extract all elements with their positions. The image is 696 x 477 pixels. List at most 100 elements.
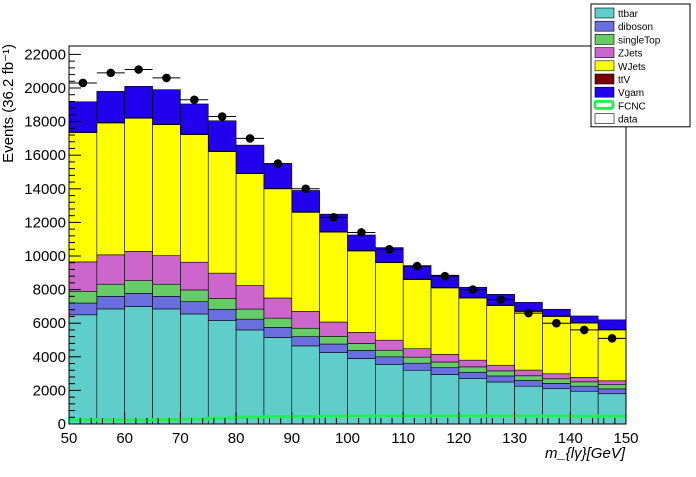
bar-vgam-4 [180,103,209,135]
data-point-18 [579,325,589,335]
bar-singletop-9 [319,336,348,345]
x-tick-label-6: 110 [391,430,415,447]
y-tick-label-10: 20000 [24,80,66,97]
bar-ttbar-18 [569,390,599,425]
legend-swatch-vgam [594,86,615,98]
bar-singletop-0 [68,290,98,304]
bar-ttbar-7 [263,337,293,425]
bar-vgam-3 [152,89,181,125]
data-point-13 [440,271,450,281]
bar-zjets-2 [124,250,153,281]
legend-swatch-ttbar [594,7,615,19]
bar-wjets-12 [402,279,432,350]
bar-diboson-15 [486,375,515,383]
bar-wjets-15 [486,305,515,366]
bar-zjets-3 [152,255,181,285]
legend-swatch-data [594,113,615,124]
bar-diboson-2 [124,292,153,307]
bar-zjets-5 [207,272,237,299]
bar-diboson-6 [235,318,265,331]
x-tick-label-0: 50 [61,430,78,447]
bar-diboson-3 [152,296,181,310]
bar-singletop-4 [180,289,209,302]
bar-diboson-10 [347,350,376,359]
bar-zjets-15 [486,364,515,372]
x-tick-label-7: 120 [446,430,471,447]
bar-wjets-3 [152,124,181,256]
bar-ttbar-4 [180,313,209,425]
bar-diboson-14 [458,371,488,379]
bar-wjets-2 [124,117,153,252]
legend-label-fcnc: FCNC [618,101,646,112]
x-tick-label-1: 60 [116,430,133,447]
bar-diboson-12 [402,362,432,371]
bar-zjets-7 [263,297,293,319]
bar-vgam-1 [96,91,125,123]
y-axis-label: Events (36.2 fb⁻¹) [0,44,17,163]
data-point-14 [468,285,478,294]
bar-diboson-0 [68,302,98,316]
axes: 0 2000 4000 6000 8000 10000 12000 14000 16000 180… [24,45,639,447]
bar-singletop-7 [263,317,293,328]
legend-label-vgam: Vgam [618,88,644,99]
bar-zjets-18 [569,377,599,383]
legend-label-data: data [618,115,638,126]
x-tick-label-3: 80 [228,430,245,447]
bar-singletop-14 [458,366,488,373]
bar-vgam-19 [597,319,627,330]
bar-ttbar-0 [68,314,98,425]
data-point-17 [552,318,561,328]
data-point-3 [162,73,171,83]
plot-area [68,65,627,425]
bar-wjets-1 [96,122,125,256]
legend-label-zjets: ZJets [618,49,642,60]
legend-swatch-ttv [594,73,615,85]
bar-ttbar-15 [486,381,515,425]
bar-zjets-10 [347,332,376,344]
data-point-9 [329,213,338,222]
bar-zjets-12 [402,348,432,358]
bar-ttbar-2 [124,306,153,425]
legend-label-diboson: diboson [618,22,653,33]
data-point-0 [78,78,88,88]
y-tick-label-2: 4000 [33,349,66,366]
y-tick-label-0: 0 [58,416,66,433]
data-point-10 [357,228,366,237]
bar-zjets-17 [542,373,571,380]
bar-vgam-18 [569,315,599,323]
legend-swatch-fcnc [593,99,615,110]
data-point-12 [412,261,422,271]
y-tick-label-5: 10000 [24,248,66,265]
data-point-1 [106,68,116,78]
bar-wjets-7 [263,188,293,299]
bar-wjets-4 [180,134,209,263]
bar-zjets-19 [597,380,627,385]
bar-wjets-16 [514,311,543,371]
bar-singletop-8 [291,327,320,337]
bar-wjets-0 [68,132,98,263]
bar-diboson-17 [542,383,571,390]
bar-vgam-17 [542,308,571,317]
legend-label-ttv: ttV [618,75,631,86]
fcnc-line [69,414,626,422]
data-point-4 [190,95,199,105]
y-tick-label-6: 12000 [24,214,66,231]
bar-diboson-7 [263,327,293,338]
bar-wjets-6 [235,173,265,286]
data-point-7 [273,159,283,168]
legend-label-ttbar: ttbar [618,9,639,20]
bar-vgam-6 [235,144,265,174]
bar-ttbar-3 [152,308,181,425]
bar-wjets-10 [347,250,376,333]
y-tick-label-7: 14000 [24,181,66,198]
bar-wjets-9 [319,231,348,323]
bar-wjets-5 [207,151,237,274]
bar-ttbar-10 [347,358,376,425]
bar-diboson-18 [569,385,599,392]
legend-label-singletop: singleTop [618,35,661,46]
bar-ttbar-11 [375,364,404,425]
bar-ttbar-6 [235,329,265,425]
bar-zjets-14 [458,359,488,368]
bar-singletop-6 [235,308,265,320]
